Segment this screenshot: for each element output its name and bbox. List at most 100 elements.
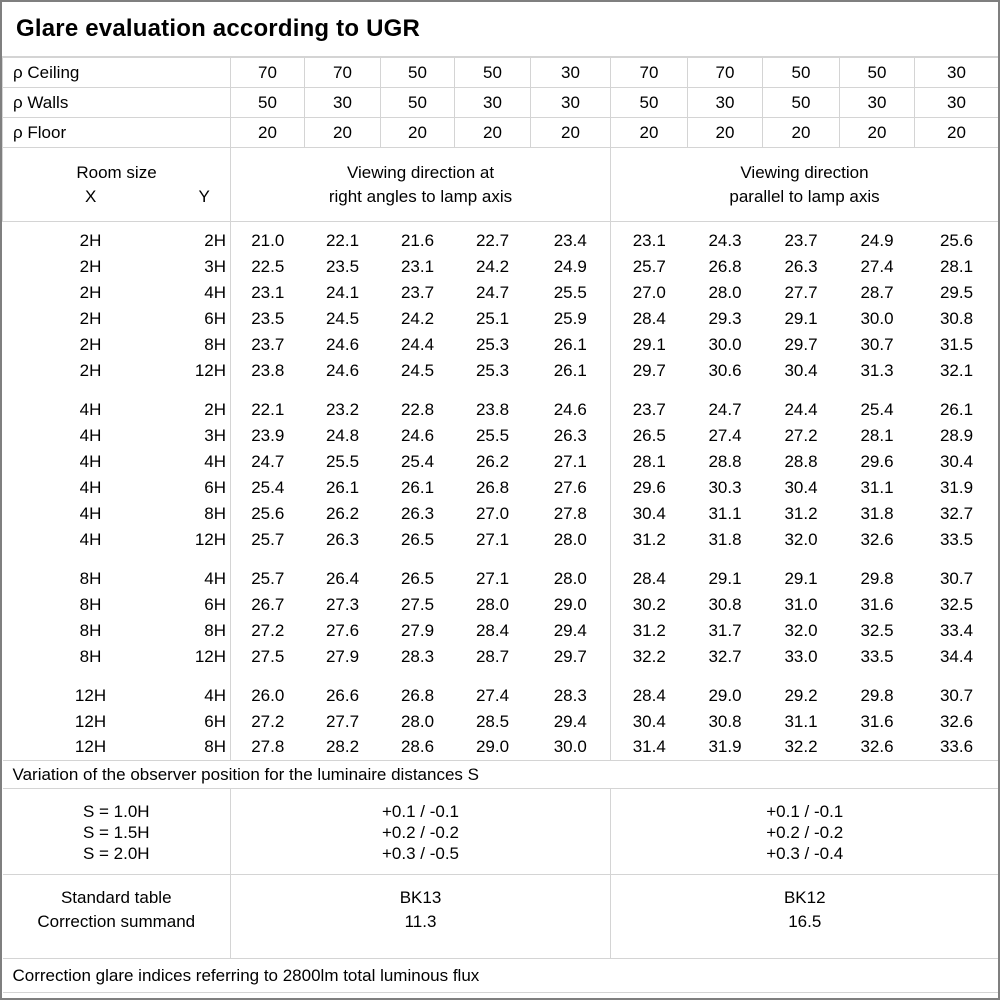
ugr-value: 32.5 [860,620,894,640]
room-y-value: 8H [204,737,226,757]
ugr-value: 30.4 [784,477,818,497]
reflectance-value: 50 [230,87,305,118]
spacer-cell [610,221,998,228]
reflectance-value: 50 [762,87,840,118]
ugr-value: 29.1 [784,308,818,328]
room-x-value: 8H [79,594,102,614]
ugr-value: 25.7 [610,253,688,280]
standard-table-crosswise: BK13 [399,888,442,907]
reflectance-value: 20 [762,117,840,148]
ugr-value: 33.5 [939,529,974,549]
room-x-value: 8H [79,568,102,588]
ugr-value: 26.3 [400,503,435,523]
ugr-value: 24.6 [400,425,435,445]
ugr-value: 29.6 [860,451,894,471]
ugr-value: 27.1 [553,451,587,471]
ugr-value: 27.0 [475,503,510,523]
room-x-value: 12H [74,737,107,757]
ugr-value: 28.8 [784,451,818,471]
spacing-parallel-2: +0.2 / -0.2 [766,823,844,842]
ugr-value: 23.8 [475,399,510,419]
footer-note: Correction glare indices referring to 28… [2,958,998,993]
summary-row: Standard table Correction summand BK13 1… [2,874,998,959]
ugr-value: 28.2 [325,737,360,757]
ugr-value: 29.3 [708,308,742,328]
ugr-value: 30.8 [939,308,974,328]
ugr-value: 32.1 [939,360,974,380]
reflectance-value: 20 [530,117,611,148]
ugr-value: 27.2 [230,617,305,644]
ugr-value: 26.2 [325,503,360,523]
ugr-value: 32.6 [860,737,894,757]
reflectance-value: 70 [230,57,305,88]
spacing-values-crosswise-cell: +0.1 / -0.1 +0.2 / -0.2 +0.3 / -0.5 [230,788,611,875]
ugr-value: 22.1 [325,230,360,250]
ugr-value: 28.3 [400,646,435,666]
reflectance-label: ρ Floor [2,117,231,148]
reflectance-value: 20 [304,117,381,148]
column-header-row: Room size X Y Viewing direction at right… [2,147,998,222]
ugr-value: 27.0 [610,279,688,306]
viewing-direction-crosswise-line1: Viewing direction at [346,162,495,182]
ugr-value: 32.0 [784,620,818,640]
ugr-table: ρ Ceiling 70 70 50 50 30 70 70 50 50 30 ρ Walls 50 30… [2,57,999,993]
ugr-value: 29.0 [708,685,742,705]
ugr-value: 26.5 [400,568,435,588]
ugr-value: 29.7 [610,357,688,384]
ugr-value: 26.8 [708,256,742,276]
reflectance-value: 50 [380,87,455,118]
ugr-value: 32.6 [939,711,974,731]
room-y-value: 12H [194,360,226,380]
ugr-value: 23.7 [610,396,688,423]
ugr-value: 26.4 [325,568,360,588]
ugr-row: 4H 4H 24.7 25.5 25.4 26.2 27.1 28.1 28.8 28.8 29.6… [3,448,999,475]
ugr-value: 27.1 [475,529,510,549]
viewing-direction-parallel-header: Viewing direction parallel to lamp axis [610,147,998,222]
ugr-value: 26.5 [400,529,435,549]
ugr-value: 21.6 [400,230,435,250]
ugr-value: 30.0 [860,308,894,328]
ugr-value: 33.5 [860,646,894,666]
ugr-value: 29.5 [939,282,974,302]
ugr-value: 26.3 [784,256,818,276]
ugr-value: 29.4 [553,711,587,731]
spacer-cell [230,552,611,566]
ugr-value: 24.7 [708,399,742,419]
ugr-value: 28.0 [708,282,742,302]
ugr-row: 8H 12H 27.5 27.9 28.3 28.7 29.7 32.2 32.7 33.0 33.… [3,643,999,670]
correction-summand-crosswise: 11.3 [404,912,437,931]
ugr-row: 12H 8H 27.8 28.2 28.6 29.0 30.0 31.4 31.9 32.2 32.… [3,734,999,761]
room-x-value: 8H [79,620,102,640]
footer-note-row: Correction glare indices referring to 28… [2,958,998,993]
ugr-value: 31.2 [610,617,688,644]
ugr-value: 27.8 [230,734,305,761]
ugr-value: 28.7 [860,282,894,302]
ugr-value: 25.5 [325,451,360,471]
ugr-value: 23.1 [230,279,305,306]
spacer-row [3,552,998,566]
ugr-row: 12H 6H 27.2 27.7 28.0 28.5 29.4 30.4 30.8 31.1 31.… [3,708,999,735]
ugr-value: 28.0 [553,529,587,549]
ugr-value: 29.0 [475,737,510,757]
ugr-value: 27.6 [325,620,360,640]
reflectance-value: 30 [530,57,611,88]
reflectance-value: 20 [914,117,998,148]
ugr-value: 31.4 [610,734,688,761]
reflectance-row: ρ Ceiling 70 70 50 50 30 70 70 50 50 30 [2,57,998,88]
ugr-value: 30.2 [610,591,688,618]
reflectance-value: 70 [687,57,763,88]
room-y-value: 8H [204,503,226,523]
spacer-row [3,383,998,397]
ugr-value: 27.4 [708,425,742,445]
room-y-value: 3H [204,256,226,276]
ugr-value: 31.8 [860,503,894,523]
ugr-value: 27.1 [475,568,510,588]
ugr-value: 31.6 [860,711,894,731]
ugr-value: 27.2 [784,425,818,445]
ugr-value: 31.7 [708,620,742,640]
ugr-value: 25.4 [400,451,435,471]
ugr-value: 27.7 [325,711,360,731]
spacer-cell [610,552,998,566]
ugr-value: 28.0 [400,711,435,731]
